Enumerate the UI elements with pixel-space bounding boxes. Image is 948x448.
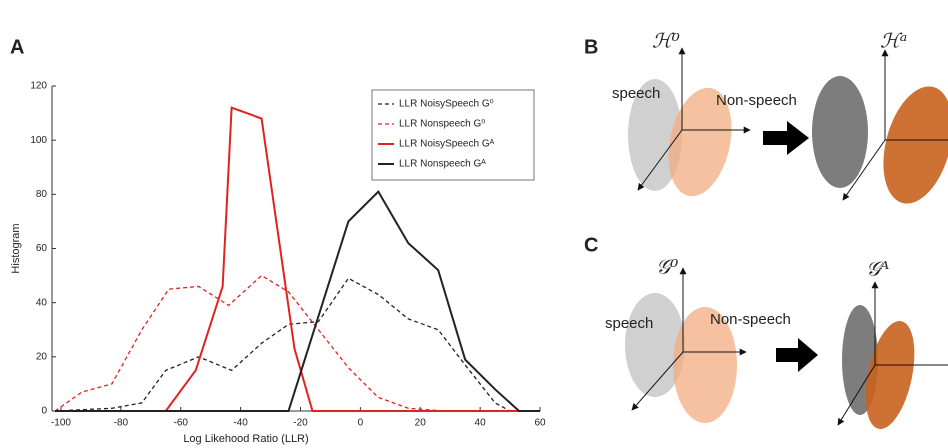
class-label: Non-speech [710, 311, 791, 328]
y-tick-label: 40 [36, 297, 48, 308]
ellipse [628, 79, 682, 191]
x-axis-label: Log Likehood Ratio (LLR) [183, 433, 308, 445]
x-tick-label: 60 [534, 418, 546, 429]
class-label: Non-speech [716, 92, 797, 109]
space-label: 𝒢⁰ [656, 255, 678, 279]
legend-label: LLR NoisySpeech Gᴬ [399, 139, 495, 150]
legend-label: LLR Nonspeech G⁰ [399, 119, 485, 130]
y-tick-label: 120 [30, 81, 47, 92]
series-line [54, 274, 540, 412]
panel-label: C [584, 234, 598, 256]
ellipse [668, 87, 732, 197]
legend-label: LLR Nonspeech Gᴬ [399, 159, 486, 170]
space-label: ℋᵃ [880, 29, 907, 53]
ellipse [625, 293, 685, 397]
legend-label: LLR NoisySpeech G⁰ [399, 99, 494, 110]
x-tick-label: -80 [114, 418, 129, 429]
ellipse [865, 321, 915, 429]
legend-box [371, 89, 535, 181]
x-tick-label: -100 [51, 418, 71, 429]
ellipse [812, 76, 868, 188]
y-tick-label: 80 [36, 189, 48, 200]
y-tick-label: 100 [30, 135, 47, 146]
x-tick-label: -60 [174, 418, 189, 429]
y-axis-label: Histogram [10, 223, 22, 273]
axis [842, 139, 886, 201]
series-line [54, 106, 540, 412]
x-tick-label: 20 [415, 418, 427, 429]
panel-label: A [10, 36, 24, 58]
y-tick-label: 20 [36, 351, 48, 362]
x-tick-label: 40 [475, 418, 487, 429]
x-tick-label: -40 [233, 418, 248, 429]
axis [631, 351, 684, 411]
class-label: speech [605, 315, 653, 332]
axis [637, 129, 683, 191]
ellipse [883, 86, 948, 204]
ellipse [673, 307, 737, 423]
axis [837, 364, 876, 426]
chart-a: 0 20 40 60 80 100 120 -100 -80 -60 -40 -20 0 20 40 60 Lo… [10, 81, 546, 445]
space-label: ℋ⁰ [652, 29, 680, 53]
y-tick-label: 60 [36, 243, 48, 254]
panel-label: B [584, 36, 598, 58]
diagram-c: C 𝒢⁰ speech Non-speech 𝒢ᴬ [584, 234, 948, 429]
x-tick-label: -20 [293, 418, 308, 429]
x-tick-label: 0 [358, 418, 364, 429]
space-label: 𝒢ᴬ [866, 257, 889, 281]
arrow [776, 338, 818, 372]
series-line [54, 190, 540, 412]
series-line [54, 277, 540, 412]
diagram-b: B ℋ⁰ speech Non-speech ℋᵃ [584, 29, 948, 204]
class-label: speech [612, 85, 660, 102]
arrow [763, 121, 809, 155]
y-tick-label: 0 [41, 406, 47, 417]
